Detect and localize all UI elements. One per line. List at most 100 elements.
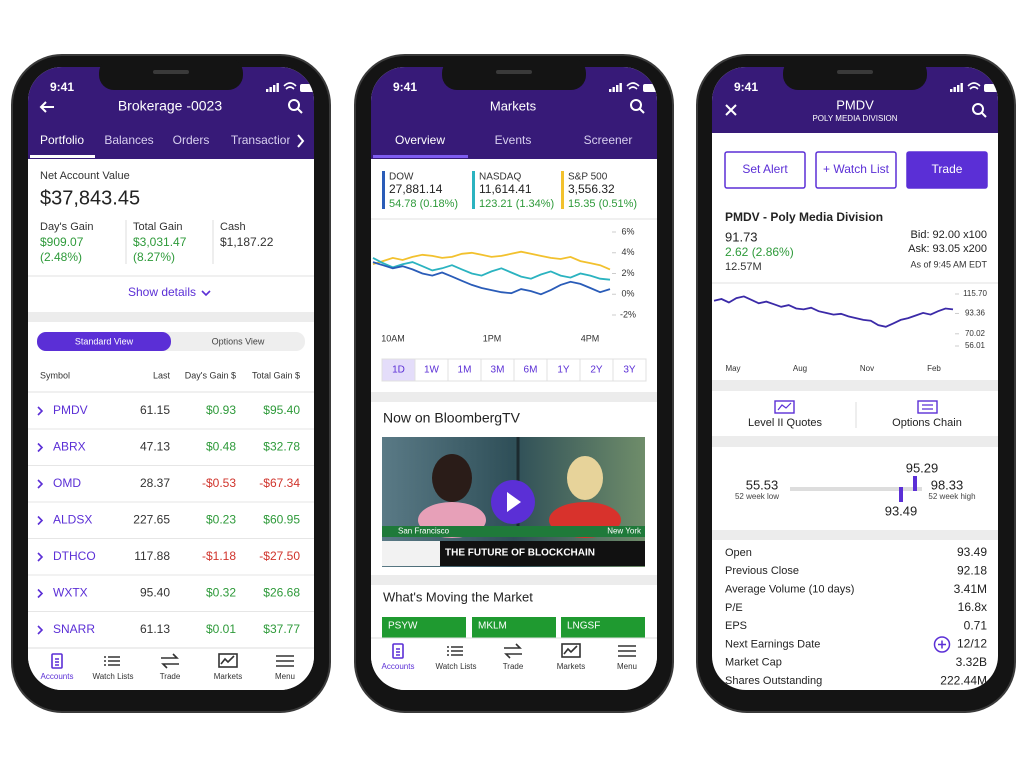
- table-header: Symbol: [40, 370, 70, 380]
- last-price: 61.13: [140, 622, 170, 636]
- show-details[interactable]: Show details: [128, 285, 196, 299]
- action-button[interactable]: [815, 151, 897, 189]
- nav-icon: [561, 643, 581, 658]
- search-icon[interactable]: [288, 99, 300, 111]
- last-price: 47.13: [140, 440, 170, 454]
- nav-label[interactable]: Accounts: [41, 672, 74, 681]
- stat-value: 3.41M: [954, 582, 987, 596]
- y-tick-label: 0%: [621, 289, 634, 299]
- tab[interactable]: Screener: [584, 133, 633, 147]
- nav-label[interactable]: Markets: [214, 672, 242, 681]
- row-chevron: [37, 406, 44, 416]
- index-value: 3,556.32: [568, 182, 615, 196]
- screen: 9:41 Brokerage -0023 Portfolio Balances Orde…: [28, 67, 314, 690]
- last-price: 95.40: [140, 586, 170, 600]
- tab[interactable]: Balances: [104, 133, 153, 147]
- back-arrow[interactable]: [39, 101, 54, 113]
- mover-symbol: LNGSF: [567, 621, 600, 632]
- tab-chevron[interactable]: [297, 134, 305, 148]
- table-header: Last: [153, 370, 171, 380]
- symbol[interactable]: OMD: [53, 476, 81, 490]
- tab-underline: [373, 155, 468, 158]
- quote-name: PMDV - Poly Media Division: [725, 210, 883, 224]
- symbol[interactable]: WXTX: [53, 586, 88, 600]
- tool-label[interactable]: Level II Quotes: [748, 417, 822, 429]
- section-heading: Now on BloombergTV: [383, 410, 521, 426]
- stat-label: EPS: [725, 620, 747, 632]
- nav-label[interactable]: Watch Lists: [92, 672, 133, 681]
- status-time: 9:41: [734, 80, 758, 94]
- header-title: Brokerage -0023: [118, 98, 223, 114]
- total-gain: -$67.34: [259, 476, 300, 490]
- y-tick-label: 2%: [621, 268, 634, 278]
- label: $37,843.45: [40, 187, 140, 209]
- wifi-icon: [283, 82, 297, 90]
- tab[interactable]: Overview: [395, 133, 445, 147]
- tab[interactable]: Orders: [173, 133, 210, 147]
- tool-label[interactable]: Options Chain: [892, 417, 962, 429]
- nav-label[interactable]: Trade: [160, 672, 181, 681]
- row-chevron: [37, 442, 44, 453]
- tab[interactable]: Events: [495, 133, 532, 147]
- stat-label: Average Volume (10 days): [725, 584, 854, 596]
- location-strip: [382, 526, 645, 537]
- nav-label[interactable]: Accounts: [382, 662, 415, 671]
- total-gain: $37.77: [263, 622, 300, 636]
- range-button[interactable]: [612, 358, 647, 382]
- symbol[interactable]: SNARR: [53, 622, 95, 636]
- add-icon-plus: [938, 640, 946, 649]
- days-gain: $0.48: [206, 440, 236, 454]
- status-time: 9:41: [393, 80, 417, 94]
- stat-value: 92.18: [957, 563, 987, 577]
- total-gain: -$27.50: [259, 549, 300, 563]
- quote-as-of: As of 9:45 AM EDT: [910, 259, 987, 269]
- nav-label[interactable]: Menu: [617, 662, 637, 671]
- y-tick-label: 70.02: [965, 329, 986, 338]
- symbol[interactable]: PMDV: [53, 403, 88, 417]
- row-chevron: [37, 625, 44, 635]
- tab[interactable]: Portfolio: [40, 133, 84, 147]
- action-button[interactable]: [724, 151, 806, 189]
- index-value: 27,881.14: [389, 182, 443, 196]
- symbol[interactable]: ABRX: [53, 440, 86, 454]
- header-title: Markets: [490, 98, 537, 113]
- symbol[interactable]: DTHCO: [53, 549, 96, 563]
- label: $1,187.22: [220, 235, 274, 249]
- chart-line: [372, 250, 611, 271]
- screen-bg: [28, 67, 314, 690]
- separator-band: [712, 530, 998, 540]
- close-icon[interactable]: [725, 104, 737, 116]
- action-button[interactable]: [906, 151, 988, 189]
- signal-bar: [957, 85, 960, 92]
- play-triangle: [507, 492, 521, 512]
- add-icon[interactable]: [933, 636, 951, 653]
- signal-bar: [616, 85, 619, 92]
- view-option[interactable]: Options View: [212, 336, 265, 346]
- range-label: 6M: [524, 365, 538, 376]
- index-bar: [472, 171, 475, 209]
- separator-band: [712, 436, 998, 447]
- screen: 9:41 Markets Overview Events Screener DOW27,8…: [371, 67, 657, 690]
- stat-value: 93.49: [957, 545, 987, 559]
- nav-label[interactable]: Menu: [275, 672, 295, 681]
- tab[interactable]: Transaction: [231, 133, 293, 147]
- last-price: 117.88: [134, 549, 170, 563]
- y-tick-label: 4%: [621, 247, 634, 257]
- total-gain: $60.95: [263, 513, 300, 527]
- index-name: DOW: [389, 172, 414, 183]
- nav-label[interactable]: Markets: [557, 662, 585, 671]
- button-label: Set Alert: [742, 162, 788, 176]
- quote-price: 91.73: [725, 229, 758, 244]
- view-option[interactable]: Standard View: [75, 336, 134, 346]
- header-title: PMDV: [836, 97, 874, 112]
- search-icon[interactable]: [630, 99, 642, 111]
- nav-label[interactable]: Watch Lists: [435, 662, 476, 671]
- search-icon[interactable]: [972, 103, 984, 115]
- y-tick-label: 56.01: [965, 341, 986, 350]
- label: (2.48%): [40, 250, 82, 264]
- symbol[interactable]: ALDSX: [53, 513, 92, 527]
- speaker: [837, 70, 873, 74]
- index-value: 11,614.41: [479, 182, 532, 196]
- nav-label[interactable]: Trade: [503, 662, 524, 671]
- y-tick-label: 93.36: [965, 309, 986, 318]
